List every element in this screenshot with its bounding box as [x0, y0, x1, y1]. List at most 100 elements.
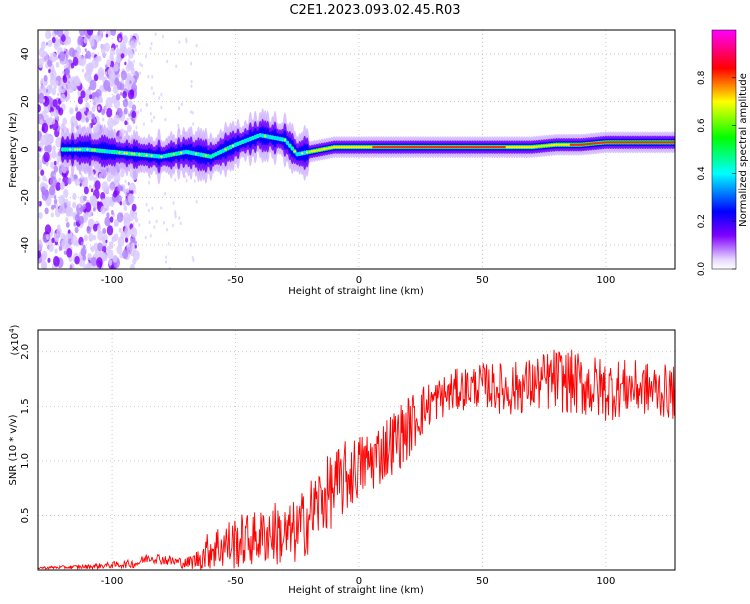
spectrogram-noise-blob — [88, 232, 94, 242]
spectrogram-ytick-label: 20 — [20, 95, 31, 108]
spectrogram-noise-blob — [126, 244, 129, 248]
spectrogram-noise-blob — [90, 256, 97, 267]
spectrogram-ridge-peak — [349, 146, 354, 149]
spectrogram-noise-blob — [153, 225, 156, 229]
spectrogram-noise-blob — [80, 241, 84, 246]
spectrogram-noise-blob — [82, 254, 87, 261]
spectrogram-noise-blob — [129, 116, 132, 120]
spectrogram-noise-blob — [128, 62, 131, 67]
spectrogram-noise-blob — [123, 107, 128, 115]
spectrogram-ridge-peak — [133, 153, 136, 156]
spectrogram-noise-blob — [100, 44, 104, 49]
spectrogram-ridge-peak — [362, 146, 366, 149]
spectrogram-ridge-peak — [582, 143, 586, 146]
spectrogram-noise-blob — [111, 235, 116, 243]
spectrogram-noise-blob — [58, 245, 63, 251]
spectrogram-noise-blob — [75, 111, 82, 121]
spectrogram-noise-blob — [61, 238, 69, 250]
spectrogram-ridge-peak — [591, 142, 596, 145]
spectrogram-noise-blob — [97, 70, 104, 81]
spectrogram-noise-blob — [54, 248, 58, 254]
spectrogram-noise-blob — [46, 144, 52, 153]
spectrogram-ridge-peak — [384, 146, 388, 149]
spectrogram-noise-blob — [111, 210, 114, 215]
spectrogram-noise-blob — [48, 68, 51, 74]
spectrogram-ridge-peak — [530, 146, 534, 149]
spectrogram-noise-blob — [124, 61, 127, 66]
spectrogram-noise-blob — [114, 98, 117, 102]
spectrogram-noise-blob — [58, 177, 62, 183]
spectrogram-ridge-peak — [589, 142, 593, 145]
spectrogram-noise-blob — [45, 162, 49, 167]
spectrogram-ridge-peak — [470, 146, 475, 149]
spectrogram-noise-blob — [61, 123, 65, 128]
spectrogram-frame — [37, 29, 676, 270]
spectrogram-ridge-peak — [562, 143, 566, 146]
spectrogram-ridge-peak — [180, 151, 183, 154]
spectrogram-ridge-peak — [532, 145, 536, 148]
colorbar: 0.0 0.2 0.4 0.6 0.8 Normalized spectral ampl… — [697, 29, 749, 276]
spectrogram-noise-blob — [148, 181, 151, 185]
spectrogram-noise-blob — [92, 234, 97, 241]
spectrogram-noise-blob — [89, 79, 97, 91]
spectrogram-noise-blob — [191, 111, 194, 115]
spectrogram-noise-blob — [84, 48, 87, 52]
spectrogram-noise-blob — [78, 203, 82, 209]
spectrogram-noise-blob — [138, 223, 141, 227]
spectrogram-noise-blob — [65, 206, 72, 217]
spectrogram-noise-blob — [192, 122, 195, 126]
spectrogram-noise-blob — [69, 264, 73, 269]
spectrogram-noise-blob — [101, 181, 109, 192]
spectrogram-noise-blob — [103, 254, 108, 262]
snr-panel: -100 -50 0 50 100 0.5 1.0 1.5 2.0 Height of stra… — [8, 324, 676, 596]
snr-xtick-label: 0 — [356, 576, 362, 587]
spectrogram-ridge-peak — [231, 144, 235, 147]
spectrogram-noise-blob — [195, 43, 198, 48]
spectrogram-ridge-peak — [293, 150, 296, 153]
spectrogram-ridge-peak — [145, 154, 148, 157]
spectrogram-noise-blob — [97, 229, 101, 235]
spectrogram-noise-blob — [50, 204, 55, 211]
spectrogram-noise-blob — [132, 119, 136, 124]
spectrogram-noise-blob — [44, 207, 49, 215]
spectrogram-noise-blob — [164, 260, 167, 264]
spectrogram-noise-blob — [189, 243, 192, 248]
spectrogram-noise-blob — [123, 205, 127, 211]
spectrogram-ridge-peak — [327, 146, 331, 150]
spectrogram-noise-blob — [83, 195, 87, 202]
spectrogram-heatmap — [38, 30, 675, 269]
spectrogram-noise-blob — [138, 41, 141, 46]
spectrogram-ridge-peak — [441, 146, 445, 149]
spectrogram-ridge-peak — [436, 146, 440, 149]
spectrogram-noise-blob — [135, 125, 138, 130]
spectrogram-noise-blob — [100, 205, 106, 215]
spectrogram-noise-blob — [42, 98, 46, 103]
spectrogram-noise-blob — [52, 99, 58, 108]
spectrogram-noise-blob — [147, 74, 150, 79]
spectrogram-ridge-peak — [670, 141, 675, 144]
spectrogram-ridge-peak — [661, 141, 665, 144]
spectrogram-noise-blob — [53, 256, 60, 267]
spectrogram-ridge-peak — [638, 141, 643, 144]
spectrogram-noise-blob — [145, 54, 148, 59]
spectrogram-noise-blob — [89, 184, 92, 189]
spectrogram-noise-blob — [43, 74, 48, 82]
spectrogram-noise-blob — [97, 106, 101, 111]
spectrogram-noise-blob — [158, 96, 161, 100]
spectrogram-noise-blob — [97, 224, 102, 231]
spectrogram-noise-blob — [190, 84, 193, 88]
spectrogram-noise-blob — [126, 117, 129, 122]
spectrogram-ridge-core — [70, 147, 75, 152]
spectrogram-noise-blob — [127, 193, 135, 205]
spectrogram-ridge-peak — [473, 146, 477, 149]
spectrogram-noise-blob — [80, 90, 86, 99]
spectrogram-ridge-peak — [542, 144, 546, 148]
spectrogram-ridge-peak — [123, 152, 126, 155]
spectrogram-ridge-peak — [391, 146, 396, 149]
snr-ytick-label: 2.0 — [20, 344, 31, 360]
spectrogram-ridge-peak — [485, 146, 489, 149]
spectrogram-ridge-core — [80, 147, 85, 152]
spectrogram-ridge-peak — [665, 141, 670, 144]
spectrogram-ytick-label: -40 — [20, 237, 31, 253]
spectrogram-ridge-peak — [478, 146, 482, 149]
